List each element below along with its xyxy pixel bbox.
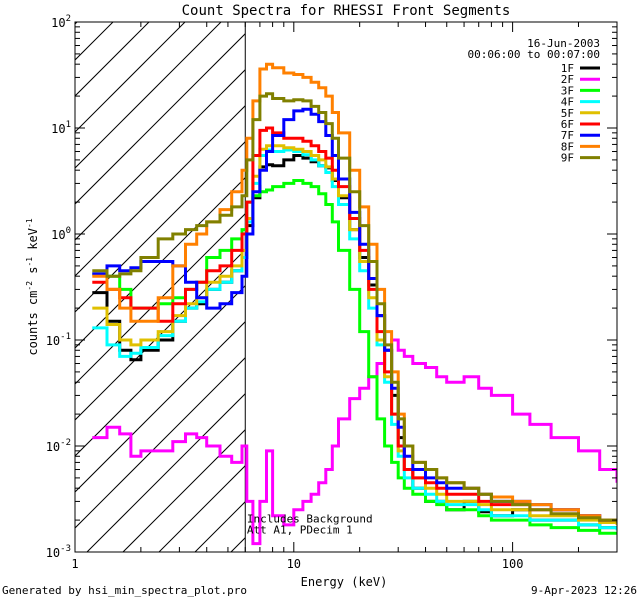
series-9f-line (92, 92, 617, 523)
legend-label: 9F (561, 152, 574, 165)
time-range-label: 00:06:00 to 00:07:00 (468, 48, 600, 61)
y-tick-label: 10-1 (46, 332, 71, 348)
legend-label: 5F (561, 107, 574, 120)
series-3f-line (92, 179, 617, 535)
annotation-line: Includes Background (247, 512, 373, 525)
annotation-line: Att A1, PDecim 1 (247, 523, 353, 536)
y-tick-label: 102 (51, 14, 71, 30)
y-tick-label: 10-3 (46, 544, 71, 560)
legend-label: 2F (561, 73, 574, 86)
legend-label: 1F (561, 62, 574, 75)
legend-label: 7F (561, 129, 574, 142)
generated-by-label: Generated by hsi_min_spectra_plot.pro (2, 584, 247, 597)
legend-label: 6F (561, 118, 574, 131)
chart-title: Count Spectra for RHESSI Front Segments (182, 3, 511, 19)
x-tick-label: 1 (71, 557, 78, 571)
y-tick-label: 10-2 (46, 438, 71, 454)
x-axis-label: Energy (keV) (301, 575, 388, 589)
legend-label: 4F (561, 96, 574, 109)
y-axis-label: counts cm-2 s-1 keV-1 (25, 218, 40, 355)
legend-label: 3F (561, 84, 574, 97)
series-4f-line (92, 148, 617, 531)
timestamp-label: 9-Apr-2023 12:26 (531, 584, 637, 597)
date-label: 16-Jun-2003 (527, 37, 600, 50)
x-tick-label: 100 (502, 557, 524, 571)
series-2f-line (92, 338, 617, 546)
y-tick-label: 101 (51, 120, 71, 136)
plot-frame (74, 21, 618, 553)
legend-label: 8F (561, 140, 574, 153)
x-tick-label: 10 (287, 557, 301, 571)
series-5f-line (92, 144, 617, 525)
y-tick-label: 100 (51, 226, 71, 242)
